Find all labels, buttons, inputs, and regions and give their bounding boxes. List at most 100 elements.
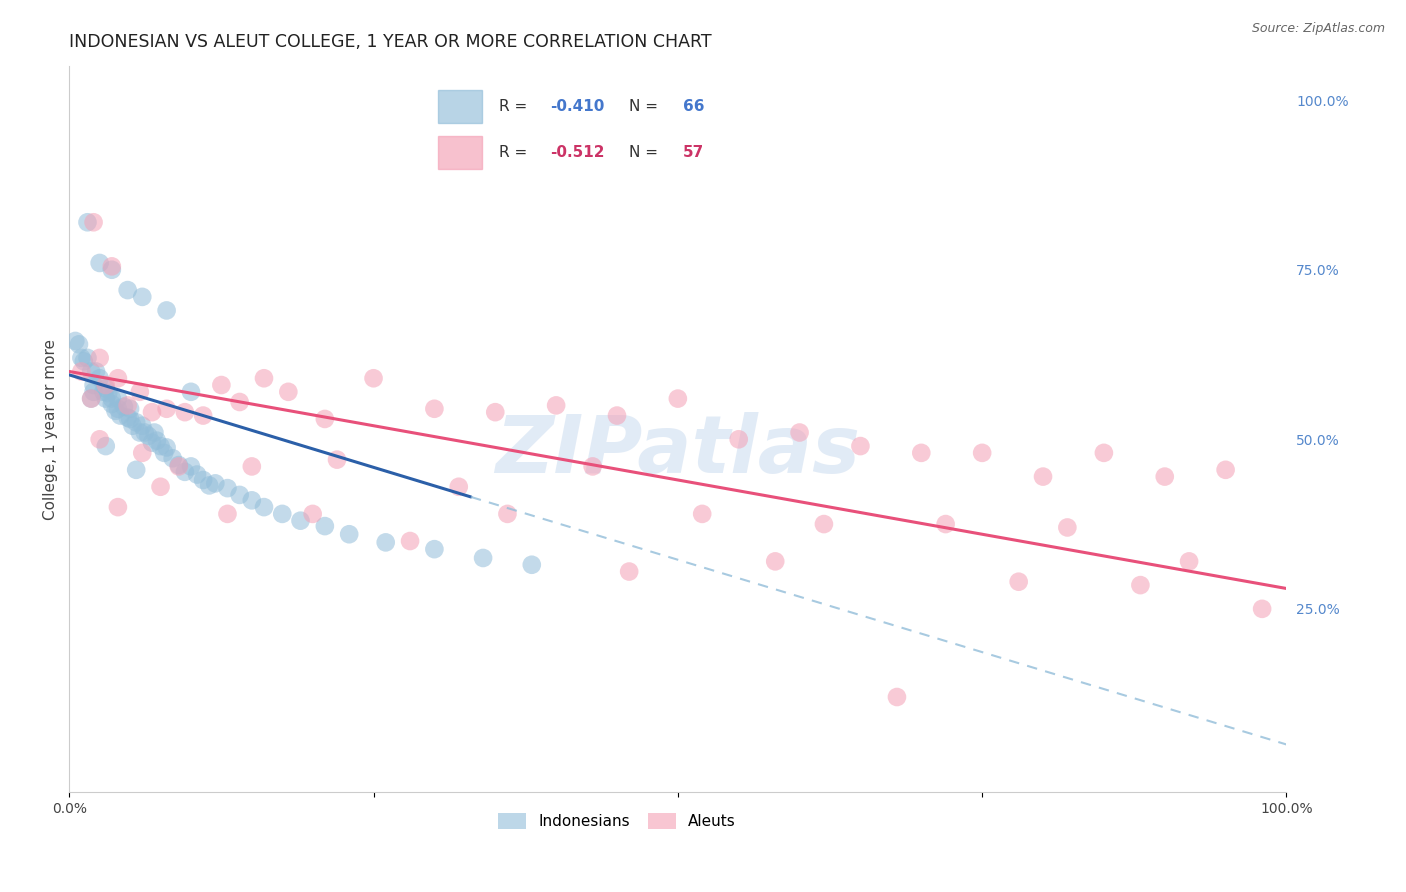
Point bbox=[240, 493, 263, 508]
Point bbox=[972, 446, 994, 460]
Point bbox=[423, 401, 446, 416]
Point bbox=[83, 215, 105, 229]
Point bbox=[91, 384, 114, 399]
Point bbox=[198, 478, 221, 492]
Point bbox=[89, 351, 111, 365]
Point bbox=[886, 690, 908, 704]
Point bbox=[120, 401, 142, 416]
Point bbox=[80, 364, 103, 378]
Point bbox=[240, 459, 263, 474]
Point bbox=[191, 473, 214, 487]
Point bbox=[314, 519, 336, 533]
Point bbox=[167, 458, 190, 472]
Point bbox=[582, 459, 605, 474]
Point bbox=[101, 397, 124, 411]
Point bbox=[290, 514, 312, 528]
Point bbox=[617, 565, 640, 579]
Point bbox=[763, 554, 786, 568]
Point bbox=[496, 507, 519, 521]
Point bbox=[107, 392, 129, 406]
Point bbox=[1008, 574, 1031, 589]
Point bbox=[141, 435, 163, 450]
Point bbox=[1129, 578, 1152, 592]
Point bbox=[84, 364, 107, 378]
Point bbox=[271, 507, 294, 521]
Point bbox=[155, 303, 177, 318]
Point bbox=[253, 500, 276, 515]
Point bbox=[125, 415, 148, 429]
Text: ZIPatlas: ZIPatlas bbox=[495, 412, 860, 490]
Point bbox=[73, 354, 96, 368]
Point bbox=[149, 439, 172, 453]
Point bbox=[1153, 469, 1175, 483]
Point bbox=[112, 400, 135, 414]
Point bbox=[94, 392, 117, 406]
Point bbox=[1092, 446, 1115, 460]
Point bbox=[1056, 520, 1078, 534]
Point bbox=[910, 446, 932, 460]
Point bbox=[94, 439, 117, 453]
Point bbox=[97, 386, 120, 401]
Point bbox=[447, 480, 470, 494]
Point bbox=[520, 558, 543, 572]
Point bbox=[935, 517, 957, 532]
Point bbox=[423, 542, 446, 557]
Point bbox=[89, 371, 111, 385]
Point bbox=[83, 378, 105, 392]
Point bbox=[143, 425, 166, 440]
Point bbox=[217, 507, 239, 521]
Point bbox=[1251, 602, 1274, 616]
Point bbox=[1178, 554, 1201, 568]
Point bbox=[186, 467, 208, 482]
Point bbox=[131, 446, 153, 460]
Point bbox=[89, 432, 111, 446]
Point bbox=[217, 481, 239, 495]
Point bbox=[228, 488, 250, 502]
Point bbox=[180, 384, 202, 399]
Point bbox=[70, 364, 93, 378]
Point bbox=[277, 384, 299, 399]
Point bbox=[399, 534, 422, 549]
Legend: Indonesians, Aleuts: Indonesians, Aleuts bbox=[492, 807, 742, 835]
Point bbox=[228, 395, 250, 409]
Point bbox=[374, 535, 396, 549]
Point bbox=[146, 434, 169, 448]
Point bbox=[690, 507, 713, 521]
Point bbox=[104, 404, 127, 418]
Text: Source: ZipAtlas.com: Source: ZipAtlas.com bbox=[1251, 22, 1385, 36]
Point bbox=[117, 398, 139, 412]
Point bbox=[76, 215, 98, 229]
Point bbox=[666, 392, 689, 406]
Point bbox=[363, 371, 385, 385]
Point bbox=[117, 283, 139, 297]
Point bbox=[128, 425, 150, 440]
Point bbox=[149, 480, 172, 494]
Point bbox=[162, 451, 184, 466]
Point bbox=[1032, 469, 1054, 483]
Point bbox=[89, 256, 111, 270]
Point bbox=[484, 405, 506, 419]
Point bbox=[107, 500, 129, 515]
Point bbox=[80, 392, 103, 406]
Point bbox=[326, 452, 349, 467]
Point bbox=[1215, 463, 1237, 477]
Point bbox=[131, 418, 153, 433]
Point bbox=[121, 418, 143, 433]
Point bbox=[110, 409, 132, 423]
Point bbox=[125, 463, 148, 477]
Point bbox=[94, 381, 117, 395]
Point bbox=[101, 392, 124, 406]
Text: INDONESIAN VS ALEUT COLLEGE, 1 YEAR OR MORE CORRELATION CHART: INDONESIAN VS ALEUT COLLEGE, 1 YEAR OR M… bbox=[69, 33, 711, 51]
Point bbox=[107, 401, 129, 416]
Y-axis label: College, 1 year or more: College, 1 year or more bbox=[44, 339, 58, 520]
Point bbox=[101, 262, 124, 277]
Point bbox=[253, 371, 276, 385]
Point bbox=[606, 409, 628, 423]
Point bbox=[301, 507, 323, 521]
Point bbox=[472, 551, 495, 566]
Point bbox=[117, 410, 139, 425]
Point bbox=[813, 517, 835, 532]
Point bbox=[80, 392, 103, 406]
Point bbox=[101, 260, 124, 274]
Point bbox=[70, 351, 93, 365]
